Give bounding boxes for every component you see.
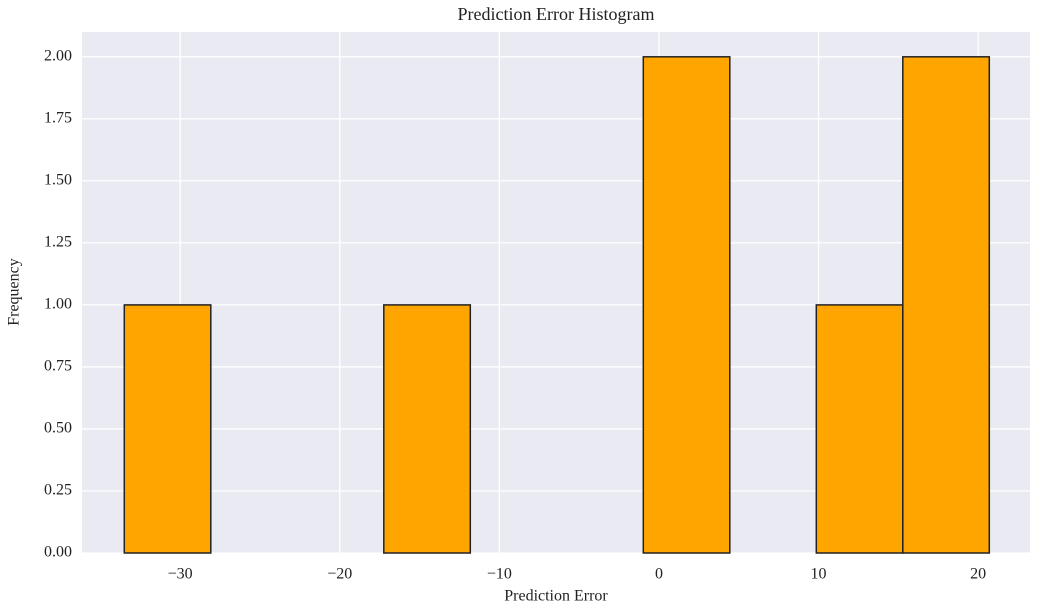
x-tick-label: 20	[970, 566, 986, 583]
histogram-bar	[642, 56, 731, 554]
y-tick-label: 1.50	[44, 172, 72, 189]
x-tick-label: −20	[327, 566, 352, 583]
y-tick-label: 2.00	[44, 47, 72, 64]
x-tick-label: 0	[655, 566, 663, 583]
x-axis-label: Prediction Error	[504, 588, 608, 605]
y-tick-label: 0.00	[44, 544, 72, 561]
chart-title: Prediction Error Histogram	[458, 4, 655, 24]
histogram-bar	[123, 304, 212, 554]
histogram-bar	[383, 304, 472, 554]
y-tick-label: 0.75	[44, 358, 72, 375]
y-tick-label: 1.75	[44, 110, 72, 127]
y-tick-label: 0.25	[44, 482, 72, 499]
y-tick-label: 1.25	[44, 234, 72, 251]
x-tick-label: −30	[168, 566, 193, 583]
x-tick-label: 10	[811, 566, 827, 583]
y-tick-label: 0.50	[44, 420, 72, 437]
y-axis-label: Frequency	[6, 258, 23, 326]
histogram-bar	[815, 304, 904, 554]
histogram-bar	[902, 56, 991, 554]
y-tick-label: 1.00	[44, 296, 72, 313]
x-tick-label: −10	[487, 566, 512, 583]
